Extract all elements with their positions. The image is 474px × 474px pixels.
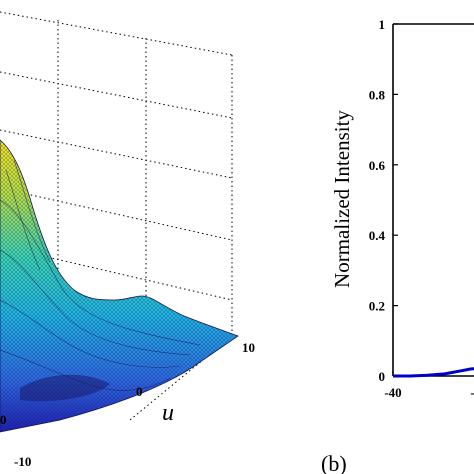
u-tick-label: 10	[242, 340, 255, 355]
y-tick-label: 0.6	[369, 158, 386, 173]
u-axis-ticks: 10 0 -10	[14, 340, 255, 469]
u-axis-label: u	[162, 400, 174, 426]
y-tick-label: 0.4	[369, 228, 386, 243]
x-tick-label: -30	[470, 385, 474, 400]
surface-mesh	[0, 139, 239, 433]
y-tick-label: 0	[379, 369, 386, 384]
panel-a-grid	[0, 11, 233, 421]
series-layer	[393, 367, 474, 378]
panel-a-surface-plot: 10 0 -10 u 0	[0, 11, 255, 469]
u-tick-label: -10	[14, 454, 31, 469]
v-tick-label-partial: 0	[0, 412, 7, 427]
y-tick-label: 0.2	[369, 299, 385, 314]
panel-b-line-plot: Normalized Intensity 0 0.2 0.4 0.6 0.8 1 -40 -…	[330, 17, 474, 400]
surface-trough	[20, 374, 110, 402]
y-ticks: 0 0.2 0.4 0.6 0.8 1	[369, 17, 398, 384]
x-tick-label: -40	[384, 385, 401, 400]
series-line	[393, 367, 474, 378]
y-axis-label: Normalized Intensity	[330, 110, 354, 288]
y-tick-label: 0.8	[369, 87, 386, 102]
y-tick-label: 1	[379, 17, 386, 32]
panel-label-b: (b)	[321, 451, 347, 474]
u-tick-label: 0	[136, 384, 143, 399]
